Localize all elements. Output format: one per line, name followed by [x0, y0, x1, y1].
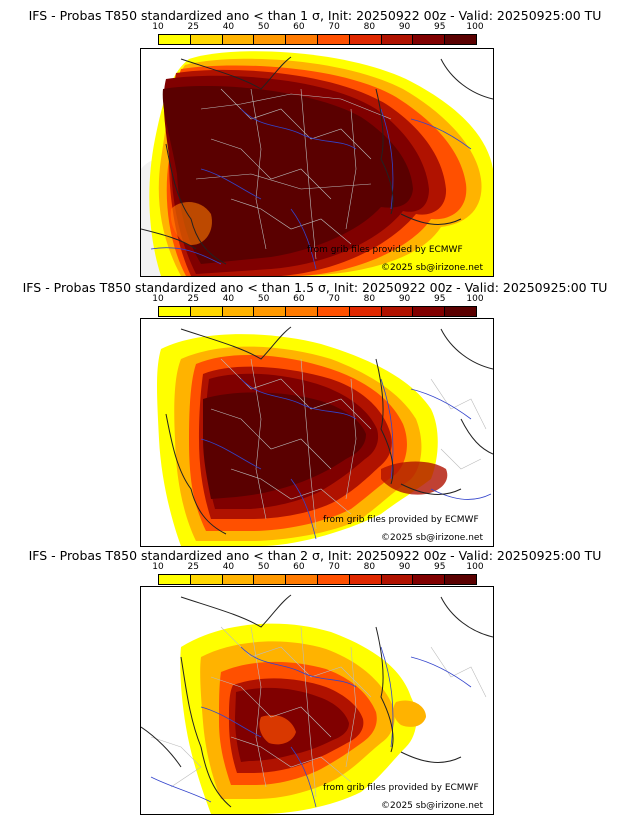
colorbar-tick-label: 40: [222, 22, 235, 32]
panel-title: IFS - Probas T850 standardized ano < tha…: [22, 280, 608, 295]
colorbar-segment: [222, 575, 255, 584]
colorbar-segment: [349, 575, 382, 584]
colorbar-segment: [381, 307, 414, 316]
panel-title: IFS - Probas T850 standardized ano < tha…: [28, 8, 602, 23]
colorbar-tick-label: 80: [363, 562, 376, 572]
colorbar-tick-label: 50: [257, 22, 270, 32]
colorbar-segment: [254, 35, 287, 44]
colorbar-tick-label: 25: [187, 294, 199, 304]
colorbar-tick-label: 95: [434, 562, 446, 572]
colorbar: [158, 34, 477, 45]
colorbar-tick-label: 70: [328, 22, 340, 32]
colorbar-segment: [286, 307, 318, 316]
colorbar-segment: [254, 307, 287, 316]
probability-map: from grib files provided by ECMWF ©2025 …: [140, 586, 494, 815]
colorbar-tick-label: 60: [293, 294, 305, 304]
colorbar-segment: [222, 307, 255, 316]
colorbar-tick-label: 90: [398, 294, 411, 304]
colorbar-segment: [190, 307, 223, 316]
colorbar-segment: [286, 575, 318, 584]
source-credit: from grib files provided by ECMWF: [323, 515, 479, 525]
colorbar-tick-label: 80: [363, 294, 376, 304]
colorbar-tick-label: 25: [187, 562, 199, 572]
colorbar-tick-label: 50: [257, 562, 270, 572]
colorbar-segment: [222, 35, 255, 44]
source-credit: from grib files provided by ECMWF: [307, 245, 463, 255]
colorbar: [158, 306, 477, 317]
colorbar-segment: [317, 307, 350, 316]
map-svg: [141, 319, 493, 546]
colorbar-segment: [159, 307, 191, 316]
colorbar-segment: [159, 35, 191, 44]
colorbar-segment: [413, 35, 446, 44]
colorbar-segment: [445, 575, 476, 584]
copyright-credit: ©2025 sb@irizone.net: [381, 801, 483, 811]
colorbar-tick-label: 25: [187, 22, 199, 32]
colorbar-segment: [349, 35, 382, 44]
colorbar-labels: 10 25 40 50 60 70 80 90 95 100: [152, 562, 483, 574]
colorbar-tick-label: 90: [398, 22, 411, 32]
colorbar-segment: [317, 575, 350, 584]
panel-2: IFS - Probas T850 standardized ano < tha…: [0, 280, 630, 556]
colorbar-tick-label: 10: [152, 562, 164, 572]
map-svg: [141, 49, 493, 276]
colorbar-tick-label: 100: [466, 294, 484, 304]
colorbar-tick-label: 100: [466, 562, 484, 572]
map-svg: [141, 587, 493, 814]
colorbar-segment: [254, 575, 287, 584]
colorbar-tick-label: 10: [152, 294, 164, 304]
colorbar: [158, 574, 477, 585]
colorbar-segment: [381, 35, 414, 44]
colorbar-segment: [190, 575, 223, 584]
colorbar-tick-label: 80: [363, 22, 376, 32]
colorbar-segment: [413, 307, 446, 316]
colorbar-tick-label: 100: [466, 22, 484, 32]
probability-map: from grib files provided by ECMWF ©2025 …: [140, 48, 494, 277]
copyright-credit: ©2025 sb@irizone.net: [381, 263, 483, 273]
panel-title: IFS - Probas T850 standardized ano < tha…: [28, 548, 602, 563]
colorbar-labels: 10 25 40 50 60 70 80 90 95 100: [152, 294, 483, 306]
colorbar-segment: [286, 35, 318, 44]
colorbar-tick-label: 70: [328, 562, 340, 572]
colorbar-tick-label: 10: [152, 22, 164, 32]
colorbar-tick-label: 60: [293, 22, 305, 32]
colorbar-tick-label: 70: [328, 294, 340, 304]
colorbar-segment: [445, 307, 476, 316]
colorbar-tick-label: 95: [434, 294, 446, 304]
colorbar-segment: [190, 35, 223, 44]
colorbar-tick-label: 40: [222, 562, 235, 572]
colorbar-tick-label: 50: [257, 294, 270, 304]
source-credit: from grib files provided by ECMWF: [323, 783, 479, 793]
colorbar-segment: [445, 35, 476, 44]
colorbar-segment: [317, 35, 350, 44]
copyright-credit: ©2025 sb@irizone.net: [381, 533, 483, 543]
colorbar-labels: 10 25 40 50 60 70 80 90 95 100: [152, 22, 483, 34]
panel-1: IFS - Probas T850 standardized ano < tha…: [0, 8, 630, 284]
colorbar-tick-label: 60: [293, 562, 305, 572]
colorbar-segment: [159, 575, 191, 584]
colorbar-tick-label: 95: [434, 22, 446, 32]
colorbar-tick-label: 90: [398, 562, 411, 572]
probability-map: from grib files provided by ECMWF ©2025 …: [140, 318, 494, 547]
colorbar-segment: [381, 575, 414, 584]
colorbar-segment: [349, 307, 382, 316]
colorbar-tick-label: 40: [222, 294, 235, 304]
colorbar-segment: [413, 575, 446, 584]
panel-3: IFS - Probas T850 standardized ano < tha…: [0, 548, 630, 824]
